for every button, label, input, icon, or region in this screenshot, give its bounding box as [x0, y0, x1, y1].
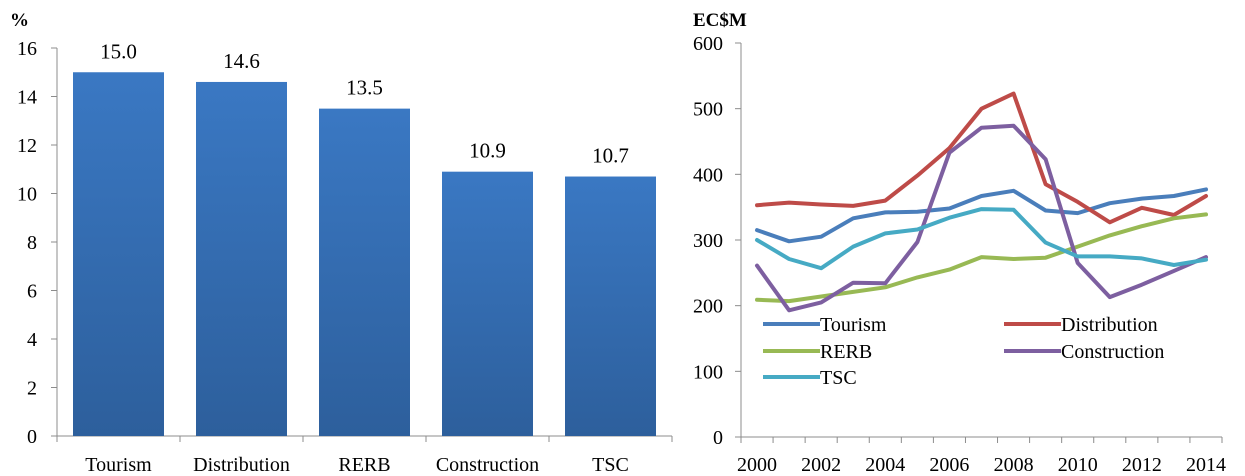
series-line-tsc [755, 207, 1208, 271]
bar-y-tick-label: 4 [27, 329, 37, 351]
line-chart: EC$M 0 100 200 300 400 500 600 2000 2002 2004 2006… [693, 10, 1226, 476]
bar-y-tick-label: 2 [27, 378, 37, 400]
line-x-tick-label: 2004 [865, 454, 905, 476]
bar-data-label: 15.0 [100, 39, 137, 63]
bar-chart-marks: 15.0 Tourism 14.6 Distribution 13.5 RERB 10.9 C… [73, 39, 656, 476]
line-y-tick-label: 300 [693, 230, 723, 252]
line-chart-legend: Tourism Distribution RERB Construction TSC [763, 314, 1164, 389]
bar-tsc [565, 176, 656, 436]
bar-y-tick-label: 10 [17, 184, 37, 206]
bar-y-tick-label: 16 [17, 38, 37, 60]
bar-y-tick-label: 0 [27, 426, 37, 448]
bar-data-label: 10.9 [469, 139, 506, 163]
line-x-tick-label: 2008 [994, 454, 1034, 476]
bar-y-tick-label: 8 [27, 232, 37, 254]
bar-y-tick-label: 14 [17, 87, 37, 109]
bar-category-label: TSC [592, 454, 629, 476]
bar-chart: % 0 2 4 6 8 10 12 14 16 15.0 Tourism 14.6 Distribut… [10, 10, 673, 476]
line-x-tick-label: 2006 [929, 454, 969, 476]
bar-category-label: RERB [338, 454, 390, 476]
series-line-construction [755, 123, 1208, 313]
legend-label-tsc: TSC [820, 367, 857, 389]
legend-label-rerb: RERB [820, 341, 872, 363]
line-chart-unit-label: EC$M [693, 10, 747, 31]
line-y-tick-label: 400 [693, 164, 723, 186]
line-x-tick-label: 2000 [737, 454, 777, 476]
legend-label-construction: Construction [1061, 341, 1164, 363]
line-chart-marks [755, 91, 1208, 313]
bar-category-label: Distribution [193, 454, 290, 476]
line-x-tick-label: 2014 [1186, 454, 1226, 476]
bar-construction [442, 171, 533, 437]
legend-label-distribution: Distribution [1061, 314, 1158, 336]
bar-tourism [73, 72, 164, 436]
line-y-tick-label: 600 [693, 33, 723, 55]
bar-chart-unit-label: % [10, 10, 29, 31]
bar-category-label: Tourism [85, 454, 152, 476]
bar-rerb [319, 108, 410, 436]
bar-y-tick-label: 12 [17, 135, 37, 157]
line-y-tick-label: 500 [693, 99, 723, 121]
series-line-tourism [755, 187, 1208, 244]
bar-data-label: 13.5 [346, 76, 383, 100]
line-x-tick-label: 2012 [1122, 454, 1162, 476]
bar-y-tick-label: 6 [27, 281, 37, 303]
bar-data-label: 14.6 [223, 49, 260, 73]
line-y-tick-label: 200 [693, 296, 723, 318]
line-x-tick-label: 2010 [1058, 454, 1098, 476]
bar-distribution [196, 81, 287, 436]
bar-chart-axes: 0 2 4 6 8 10 12 14 16 [17, 38, 673, 448]
series-line-distribution [755, 91, 1208, 225]
bar-category-label: Construction [436, 454, 539, 476]
line-x-tick-label: 2002 [801, 454, 841, 476]
line-y-tick-label: 0 [713, 427, 723, 449]
line-y-tick-label: 100 [693, 361, 723, 383]
bar-data-label: 10.7 [592, 144, 629, 168]
legend-label-tourism: Tourism [820, 314, 887, 336]
line-chart-axes: 0 100 200 300 400 500 600 2000 2002 2004 2006 2008 2… [693, 33, 1226, 476]
